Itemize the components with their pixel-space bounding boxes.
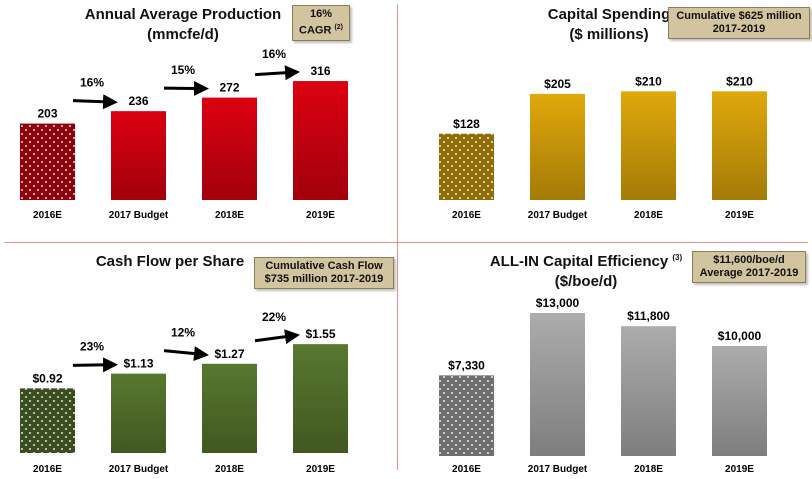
production-value-label: 236 (128, 94, 148, 108)
cashflow-chart: $0.92 2016E $1.13 2017 Budget $1.27 2018E $1.5… (0, 243, 400, 479)
capital-value-label: $205 (544, 77, 571, 91)
capital-category-label: 2018E (634, 210, 663, 221)
capital-bar (712, 91, 767, 200)
capital-category-label: 2016E (452, 210, 481, 221)
production-bar (293, 81, 348, 200)
cashflow-value-label: $1.13 (123, 357, 153, 371)
efficiency-value-label: $7,330 (448, 358, 485, 372)
production-bar (111, 111, 166, 200)
cashflow-category-label: 2017 Budget (109, 464, 169, 475)
production-category-label: 2019E (306, 210, 335, 221)
production-bar (20, 124, 75, 200)
capital-bar (530, 94, 585, 200)
cashflow-value-label: $0.92 (32, 371, 62, 385)
production-growth-arrow (255, 72, 297, 75)
cashflow-growth-arrow (73, 365, 115, 366)
capital-chart: $128 2016E $205 2017 Budget $210 2018E $210 201… (406, 0, 806, 236)
efficiency-bar (530, 313, 585, 456)
cashflow-growth-label: 12% (171, 326, 195, 340)
production-chart: 203 2016E 236 2017 Budget 272 2018E 316 2019E 16… (0, 0, 400, 236)
capital-panel: Capital Spending ($ millions) Cumulative… (406, 0, 806, 236)
production-growth-arrow (73, 101, 115, 103)
efficiency-category-label: 2018E (634, 464, 663, 475)
cashflow-bar (20, 388, 75, 453)
capital-value-label: $210 (635, 74, 662, 88)
cashflow-category-label: 2016E (33, 464, 62, 475)
efficiency-value-label: $10,000 (718, 329, 762, 343)
capital-category-label: 2019E (725, 210, 754, 221)
cashflow-category-label: 2019E (306, 464, 335, 475)
production-category-label: 2018E (215, 210, 244, 221)
cashflow-growth-label: 22% (262, 310, 286, 324)
production-category-label: 2016E (33, 210, 62, 221)
production-growth-label: 15% (171, 63, 195, 77)
efficiency-bar (621, 326, 676, 456)
efficiency-chart: $7,330 2016E $13,000 2017 Budget $11,800 2018… (406, 243, 806, 479)
cashflow-value-label: $1.55 (305, 327, 335, 341)
production-panel: Annual Average Production (mmcfe/d) 16% … (0, 0, 400, 236)
efficiency-category-label: 2016E (452, 464, 481, 475)
production-bar (202, 98, 257, 200)
efficiency-value-label: $11,800 (627, 309, 670, 323)
efficiency-bar (439, 375, 494, 456)
cashflow-category-label: 2018E (215, 464, 244, 475)
production-growth-label: 16% (80, 76, 104, 90)
efficiency-bar (712, 346, 767, 456)
capital-bar (621, 91, 676, 200)
capital-bar (439, 134, 494, 200)
capital-value-label: $210 (726, 74, 753, 88)
production-growth-label: 16% (262, 47, 286, 61)
cashflow-growth-label: 23% (80, 340, 104, 354)
efficiency-value-label: $13,000 (536, 296, 580, 310)
cashflow-panel: Cash Flow per Share Cumulative Cash Flow… (0, 243, 400, 479)
cashflow-growth-arrow (255, 335, 297, 341)
production-value-label: 272 (219, 81, 239, 95)
cashflow-bar (293, 344, 348, 453)
cashflow-value-label: $1.27 (214, 347, 244, 361)
production-value-label: 316 (310, 64, 330, 78)
cashflow-bar (202, 364, 257, 453)
cashflow-bar (111, 374, 166, 453)
cashflow-growth-arrow (164, 351, 206, 355)
efficiency-category-label: 2019E (725, 464, 754, 475)
capital-category-label: 2017 Budget (528, 210, 588, 221)
production-value-label: 203 (37, 107, 57, 121)
capital-value-label: $128 (453, 117, 480, 131)
production-category-label: 2017 Budget (109, 210, 169, 221)
efficiency-category-label: 2017 Budget (528, 464, 588, 475)
efficiency-panel: ALL-IN Capital Efficiency (3) ($/boe/d) … (406, 243, 806, 479)
